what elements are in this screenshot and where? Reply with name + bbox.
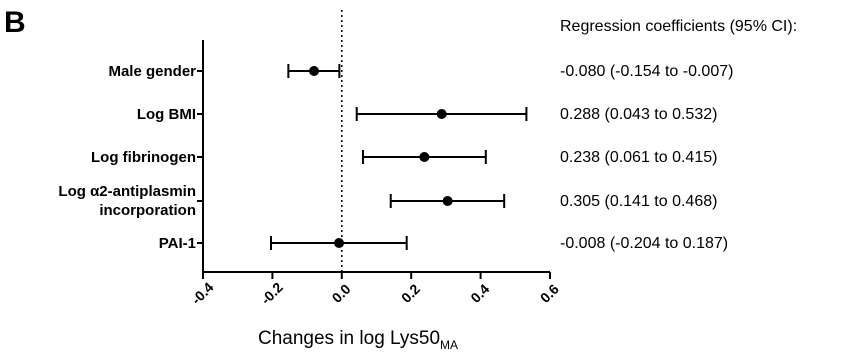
coef-text-male-gender: -0.080 (-0.154 to -0.007) xyxy=(560,63,734,80)
category-label-line: Male gender xyxy=(108,63,196,80)
x-tick-label: -0.4 xyxy=(188,279,217,308)
coef-text-log-fibrinogen: 0.238 (0.061 to 0.415) xyxy=(560,149,718,166)
coef-text-pai1: -0.008 (-0.204 to 0.187) xyxy=(560,235,729,252)
x-axis-label-subscript: MA xyxy=(440,337,459,352)
estimate-point xyxy=(419,152,430,162)
x-tick-label: 0.2 xyxy=(398,281,423,306)
category-label-line: incorporation xyxy=(99,202,196,219)
x-tick-label: 0.0 xyxy=(329,281,354,306)
x-tick-label: 0.4 xyxy=(467,281,492,306)
category-label-log-fibrinogen: Log fibrinogen xyxy=(91,148,196,167)
category-label-line: PAI-1 xyxy=(158,235,196,252)
estimate-point xyxy=(436,109,447,119)
x-tick-label: 0.6 xyxy=(537,281,562,306)
x-axis-label: Changes in log Lys50MA xyxy=(258,328,458,352)
x-tick-label: -0.2 xyxy=(258,279,287,308)
category-label-male-gender: Male gender xyxy=(108,62,196,81)
category-label-line: Log α2-antiplasmin xyxy=(58,183,196,200)
x-axis-label-main: Changes in log Lys50 xyxy=(258,328,441,349)
category-label-line: Log fibrinogen xyxy=(91,149,196,166)
estimate-point xyxy=(442,196,453,206)
coef-text-log-antiplasmin: 0.305 (0.141 to 0.468) xyxy=(560,193,718,210)
estimate-point xyxy=(334,238,345,248)
estimate-point xyxy=(309,66,320,76)
coef-text-log-bmi: 0.288 (0.043 to 0.532) xyxy=(560,106,718,123)
ci-header: Regression coefficients (95% CI): xyxy=(560,18,798,35)
panel-letter: B xyxy=(4,6,26,39)
category-label-pai1: PAI-1 xyxy=(159,234,196,253)
category-label-log-antiplasmin: Log α2-antiplasmin incorporation xyxy=(58,182,196,220)
category-label-log-bmi: Log BMI xyxy=(137,105,196,124)
category-label-line: Log BMI xyxy=(136,106,196,123)
